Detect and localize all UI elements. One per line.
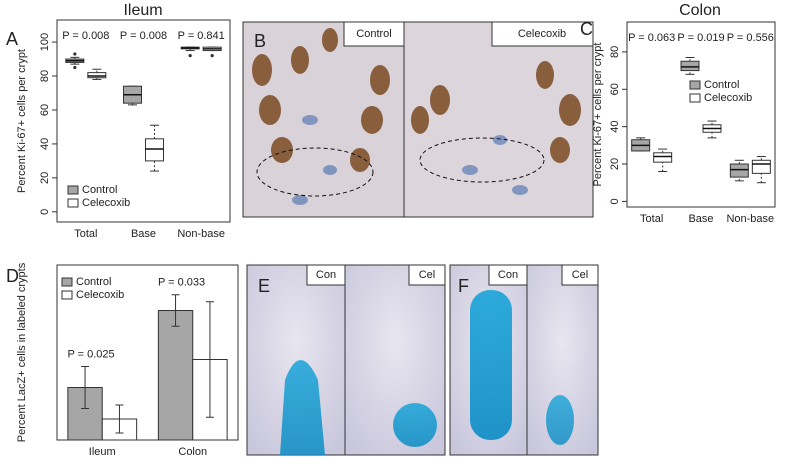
chart-title: Colon xyxy=(679,2,721,19)
box xyxy=(680,60,700,72)
image-label: Con xyxy=(498,269,518,281)
panel-letter: B xyxy=(254,31,266,51)
legend-label: Celecoxib xyxy=(82,197,130,209)
p-value: P = 0.841 xyxy=(178,30,225,42)
y-tick-label: 80 xyxy=(39,70,51,82)
x-tick-label: Ileum xyxy=(89,446,116,458)
p-value: P = 0.008 xyxy=(120,30,167,42)
legend-swatch xyxy=(689,93,701,103)
chart-title: Ileum xyxy=(123,2,162,19)
y-tick-label: 60 xyxy=(39,104,51,116)
y-tick-label: 20 xyxy=(609,158,621,170)
p-value: P = 0.063 xyxy=(628,32,675,44)
y-tick-label: 0 xyxy=(39,209,51,215)
y-tick-label: 20 xyxy=(39,172,51,184)
y-tick-label: 100 xyxy=(39,33,51,51)
image-label: Celecoxib xyxy=(518,28,566,40)
image-label: Con xyxy=(316,269,336,281)
y-tick-label: 40 xyxy=(39,138,51,150)
x-tick-label: Total xyxy=(640,213,663,225)
y-axis-label: Percent Ki-67+ cells per crypt xyxy=(16,49,28,193)
legend-label: Control xyxy=(76,276,111,288)
x-tick-label: Base xyxy=(131,228,156,240)
legend-label: Celecoxib xyxy=(704,92,752,104)
y-axis-label: Percent LacZ+ cells in labeled crypts xyxy=(16,262,28,442)
x-tick-label: Colon xyxy=(178,446,207,458)
box xyxy=(145,138,164,162)
plot-frame xyxy=(56,264,239,441)
box xyxy=(751,159,771,174)
panel-letter: C xyxy=(580,19,593,39)
p-value: P = 0.008 xyxy=(62,30,109,42)
micrograph-f xyxy=(449,264,599,456)
panel-letter: D xyxy=(6,266,19,286)
box xyxy=(729,163,749,178)
image-label: Cel xyxy=(419,269,436,281)
image-label: Cel xyxy=(572,269,589,281)
legend-label: Control xyxy=(704,79,739,91)
y-axis-label: Percent Ki-67+ cells per crypt xyxy=(592,43,604,187)
x-tick-label: Base xyxy=(688,213,713,225)
y-tick-label: 80 xyxy=(609,46,621,58)
plot-frame xyxy=(626,21,776,208)
box xyxy=(653,152,673,163)
box xyxy=(87,72,107,79)
legend-swatch xyxy=(689,80,701,90)
outlier xyxy=(73,65,77,70)
p-value: P = 0.025 xyxy=(67,348,114,360)
p-value: P = 0.033 xyxy=(158,277,205,289)
p-value: P = 0.556 xyxy=(727,32,774,44)
panel-texts: A B C D E F Control Celecoxib Con Cel Co… xyxy=(6,19,593,296)
panel-letter: F xyxy=(458,276,469,296)
x-tick-label: Non-base xyxy=(177,228,225,240)
panel-letter: E xyxy=(258,276,270,296)
micrograph-e xyxy=(246,264,446,456)
outlier xyxy=(188,54,192,58)
legend-swatch xyxy=(67,185,79,195)
legend-swatch xyxy=(61,277,73,287)
y-tick-label: 60 xyxy=(609,83,621,95)
x-tick-label: Non-base xyxy=(726,213,774,225)
outlier xyxy=(210,54,214,58)
y-tick-label: 0 xyxy=(609,198,621,204)
bar xyxy=(157,310,194,441)
legend-label: Control xyxy=(82,184,117,196)
y-tick-label: 40 xyxy=(609,121,621,133)
x-tick-label: Total xyxy=(74,228,97,240)
micrograph-b xyxy=(242,21,594,218)
plot-frame xyxy=(56,19,231,223)
image-label: Control xyxy=(356,28,391,40)
panel-letter: A xyxy=(6,29,18,49)
legend-label: Celecoxib xyxy=(76,289,124,301)
outlier xyxy=(73,52,77,56)
legend-swatch xyxy=(67,198,79,208)
legend-swatch xyxy=(61,290,73,300)
p-value: P = 0.019 xyxy=(677,32,724,44)
